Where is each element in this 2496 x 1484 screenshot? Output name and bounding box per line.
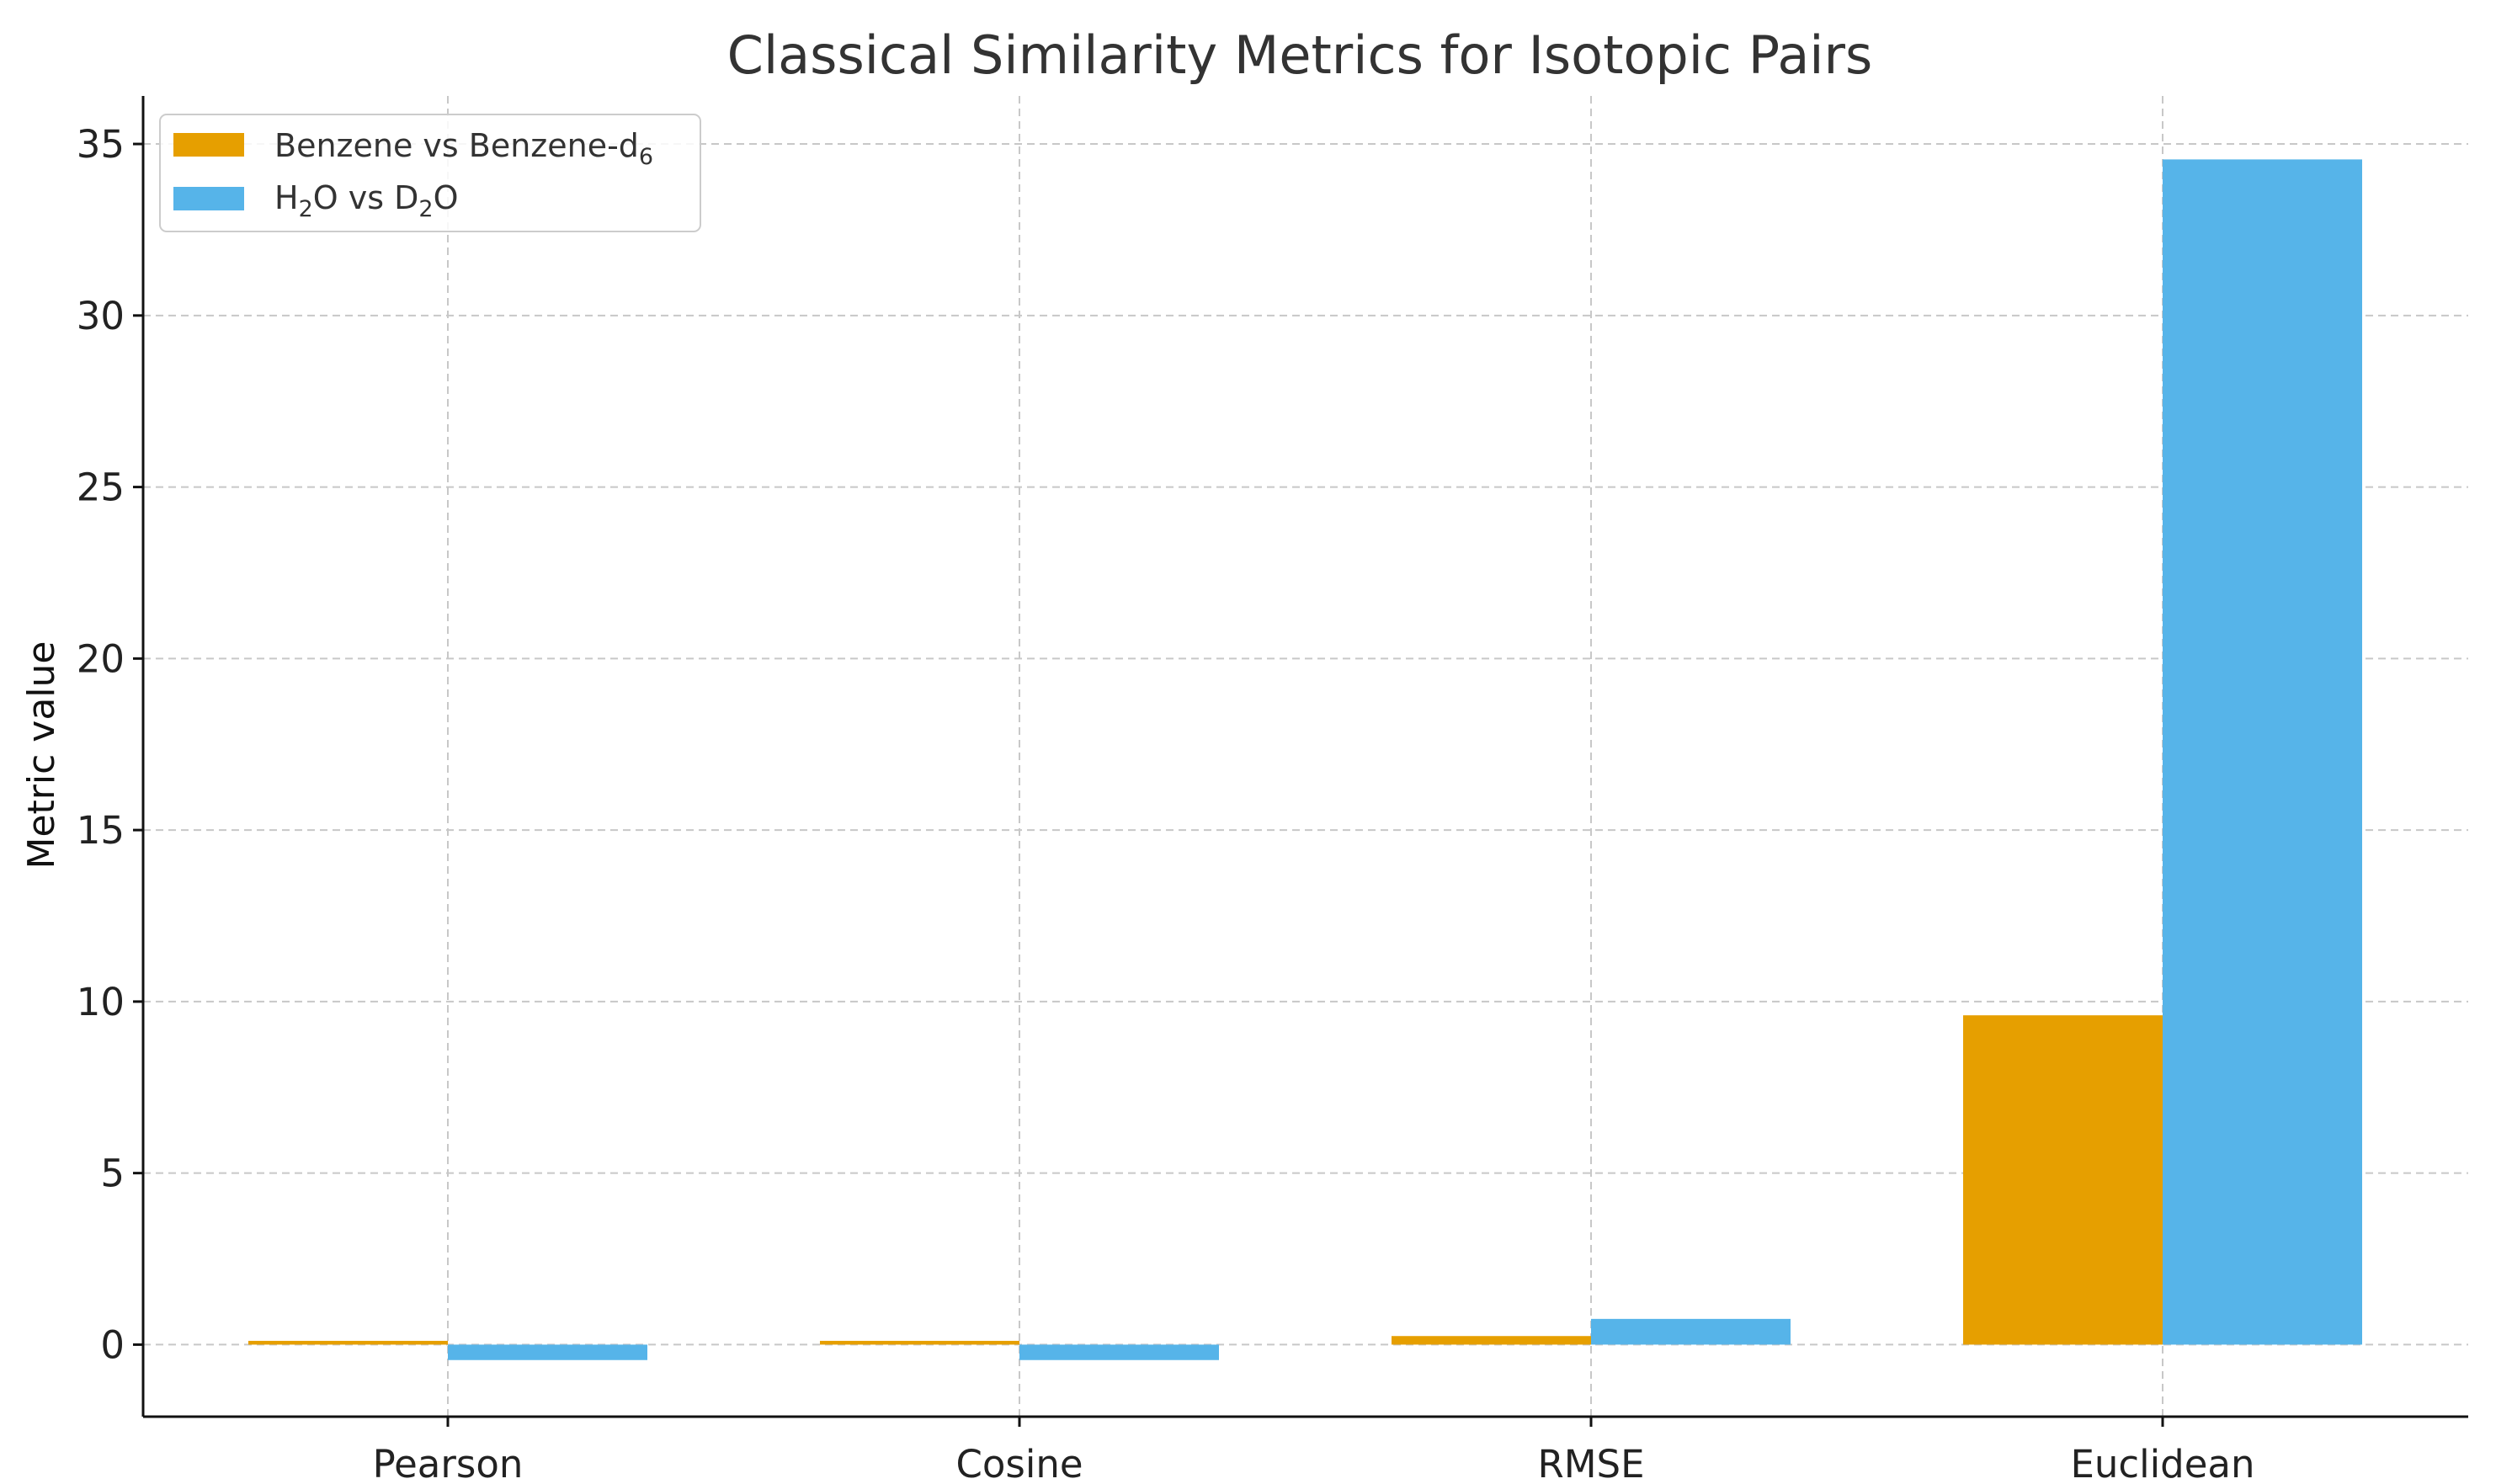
y-tick-label: 25 bbox=[77, 465, 125, 510]
legend-label-benzene: Benzene vs Benzene-d6 bbox=[274, 127, 653, 170]
bars bbox=[248, 159, 2362, 1360]
bar-water-euclidean bbox=[2163, 159, 2362, 1345]
y-tick-label: 0 bbox=[100, 1322, 125, 1367]
legend-label-water: H2O vs D2O bbox=[274, 179, 459, 222]
legend-swatch-benzene bbox=[173, 133, 244, 157]
bar-benzene-euclidean bbox=[1963, 1015, 2163, 1345]
x-tick-label: Cosine bbox=[955, 1442, 1083, 1484]
bar-benzene-pearson bbox=[248, 1340, 448, 1345]
legend: Benzene vs Benzene-d6 H2O vs D2O bbox=[159, 114, 701, 232]
bar-benzene-cosine bbox=[820, 1340, 1019, 1345]
bar-benzene-rmse bbox=[1392, 1336, 1591, 1345]
y-tick-label: 15 bbox=[77, 808, 125, 853]
y-tick-label: 20 bbox=[77, 636, 125, 681]
y-axis-label: Metric value bbox=[20, 641, 63, 870]
y-tick-label: 30 bbox=[77, 294, 125, 338]
legend-frame bbox=[159, 114, 701, 232]
bar-water-cosine bbox=[1019, 1344, 1219, 1360]
bar-water-rmse bbox=[1591, 1318, 1791, 1345]
y-tick-label: 10 bbox=[77, 980, 125, 1024]
axes: 0 5 10 15 20 25 30 35 Pearson Cosine RMSE Euclidean bbox=[77, 96, 2468, 1484]
y-tick-label: 5 bbox=[100, 1152, 125, 1196]
y-tick-label: 35 bbox=[77, 122, 125, 167]
x-tick-label: Pearson bbox=[373, 1442, 524, 1484]
legend-swatch-water bbox=[173, 187, 244, 210]
x-tick-label: Euclidean bbox=[2070, 1442, 2254, 1484]
bar-water-pearson bbox=[448, 1344, 647, 1360]
chart-title: Classical Similarity Metrics for Isotopi… bbox=[727, 24, 1873, 86]
x-tick-label: RMSE bbox=[1537, 1442, 1644, 1484]
